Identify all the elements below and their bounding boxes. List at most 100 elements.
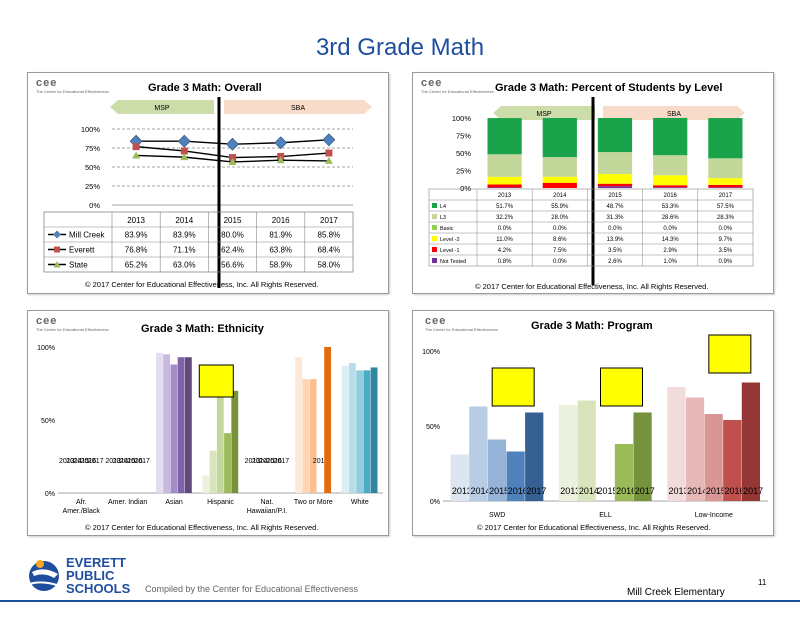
data-label: 28.3% xyxy=(717,215,735,221)
bar-segment xyxy=(487,118,522,155)
y-tick-label: 25% xyxy=(456,167,471,176)
year-label: 2017 xyxy=(88,458,104,465)
legend-swatch xyxy=(432,236,437,241)
data-label: 48.7% xyxy=(606,204,624,210)
year-label: 2016 xyxy=(724,486,744,496)
year-label: 2015 xyxy=(597,486,617,496)
data-label: 0.0% xyxy=(719,226,733,232)
highlight-box xyxy=(708,334,752,374)
x-tick-label: Nat. xyxy=(261,499,274,506)
data-label: 65.2% xyxy=(125,261,148,270)
data-label: 83.9% xyxy=(173,231,196,240)
levels-chart-title: Grade 3 Math: Percent of Students by Lev… xyxy=(495,82,723,94)
year-label: 2013 xyxy=(669,486,689,496)
data-label: 0.0% xyxy=(498,226,512,232)
bar-segment xyxy=(597,174,633,184)
ethnicity-chart-title: Grade 3 Math: Ethnicity xyxy=(141,323,264,335)
data-table xyxy=(428,188,754,267)
bar xyxy=(177,357,185,493)
data-point xyxy=(274,136,288,150)
bar xyxy=(525,412,544,501)
year-label: 2013 xyxy=(560,486,580,496)
data-label: 57.5% xyxy=(717,204,735,210)
data-label: 0.8% xyxy=(498,259,512,265)
x-tick-label: 2013 xyxy=(498,193,512,199)
footer-divider xyxy=(0,600,800,602)
x-tick-label: Low-Income xyxy=(695,512,733,519)
y-tick-label: 75% xyxy=(85,144,100,153)
data-label: 63.0% xyxy=(173,261,196,270)
x-tick-label: 2016 xyxy=(664,193,678,199)
copyright: © 2017 Center for Educational Effectiven… xyxy=(85,523,319,532)
bar-segment xyxy=(708,118,743,159)
legend-marker xyxy=(54,246,60,253)
program-chart: 0%50%100%20132014201520162017SWD20132014… xyxy=(422,334,768,519)
year-label: 2014 xyxy=(66,458,82,465)
cee-logo-sub: The Center for Educational Effectiveness xyxy=(425,327,498,332)
data-point xyxy=(229,154,236,162)
ethnicity-panel: cee The Center for Educational Effective… xyxy=(27,310,389,536)
overall-panel: cee The Center for Educational Effective… xyxy=(27,72,389,294)
bar-segment xyxy=(708,187,743,188)
bar-segment xyxy=(653,117,688,156)
program-panel: cee The Center for Educational Effective… xyxy=(412,310,774,536)
copyright: © 2017 Center for Educational Effectiven… xyxy=(85,280,319,289)
x-tick-label: Afr. xyxy=(76,499,87,506)
year-label: 2015 xyxy=(706,486,726,496)
year-label: 2016 xyxy=(127,458,143,465)
highlight-box xyxy=(198,364,234,398)
year-label: 2013 xyxy=(452,486,472,496)
everett-logo-text: EVERETT PUBLIC SCHOOLS xyxy=(66,556,130,595)
legend-swatch xyxy=(432,247,437,252)
everett-logo-icon xyxy=(29,560,61,591)
bar xyxy=(469,406,488,501)
data-point xyxy=(226,137,239,151)
band-label: SBA xyxy=(667,111,681,118)
bar-segment xyxy=(653,187,688,188)
year-label: 2017 xyxy=(526,486,546,496)
y-tick-label: 100% xyxy=(81,125,101,134)
data-point xyxy=(132,151,141,159)
legend-label: Mill Creek xyxy=(69,231,106,240)
assessment-band xyxy=(110,100,214,114)
cee-logo-sub: The Center for Educational Effectiveness xyxy=(36,327,109,332)
year-label: 2016 xyxy=(81,458,97,465)
bar xyxy=(450,454,469,501)
legend-marker xyxy=(53,230,61,239)
bar xyxy=(704,414,723,501)
data-label: 56.6% xyxy=(221,261,244,270)
legend-swatch xyxy=(432,225,437,230)
assessment-band xyxy=(603,106,745,120)
data-label: 3.5% xyxy=(719,248,733,254)
data-label: 58.0% xyxy=(318,261,341,270)
assessment-band xyxy=(224,100,372,114)
data-point xyxy=(180,153,189,161)
y-tick-label: 100% xyxy=(37,345,55,352)
cee-logo-sub: The Center for Educational Effectiveness xyxy=(421,89,494,94)
y-tick-label: 0% xyxy=(460,184,471,193)
year-label: 2014 xyxy=(252,458,268,465)
bar xyxy=(487,439,507,501)
cee-logo-letters: cee xyxy=(425,315,447,327)
year-label: 2015 xyxy=(73,458,89,465)
x-tick-label: 2014 xyxy=(175,216,193,225)
cee-logo-letters: cee xyxy=(36,315,58,327)
year-label: 2017 xyxy=(274,458,290,465)
bar-segment xyxy=(487,176,522,185)
data-label: 0.0% xyxy=(663,226,677,232)
data-label: 55.9% xyxy=(551,204,569,210)
legend-marker xyxy=(53,261,61,268)
bar-segment xyxy=(653,155,688,176)
data-label: 0.9% xyxy=(719,259,733,265)
bar-segment xyxy=(653,175,688,186)
data-label: 81.9% xyxy=(269,231,292,240)
y-tick-label: 75% xyxy=(456,132,471,141)
bar xyxy=(685,397,705,501)
overall-chart: MSP SBA 0% 25% 50% 75% 100% 2013 2014 2015 2016 201… xyxy=(43,97,372,288)
cee-logo: cee The Center for Educational Effective… xyxy=(421,77,494,94)
x-tick-label: Hispanic xyxy=(207,499,234,506)
highlight-box xyxy=(600,367,643,407)
data-point xyxy=(228,157,237,165)
year-label: 2017 xyxy=(134,458,150,465)
copyright: © 2017 Center for Educational Effectiven… xyxy=(475,282,709,291)
